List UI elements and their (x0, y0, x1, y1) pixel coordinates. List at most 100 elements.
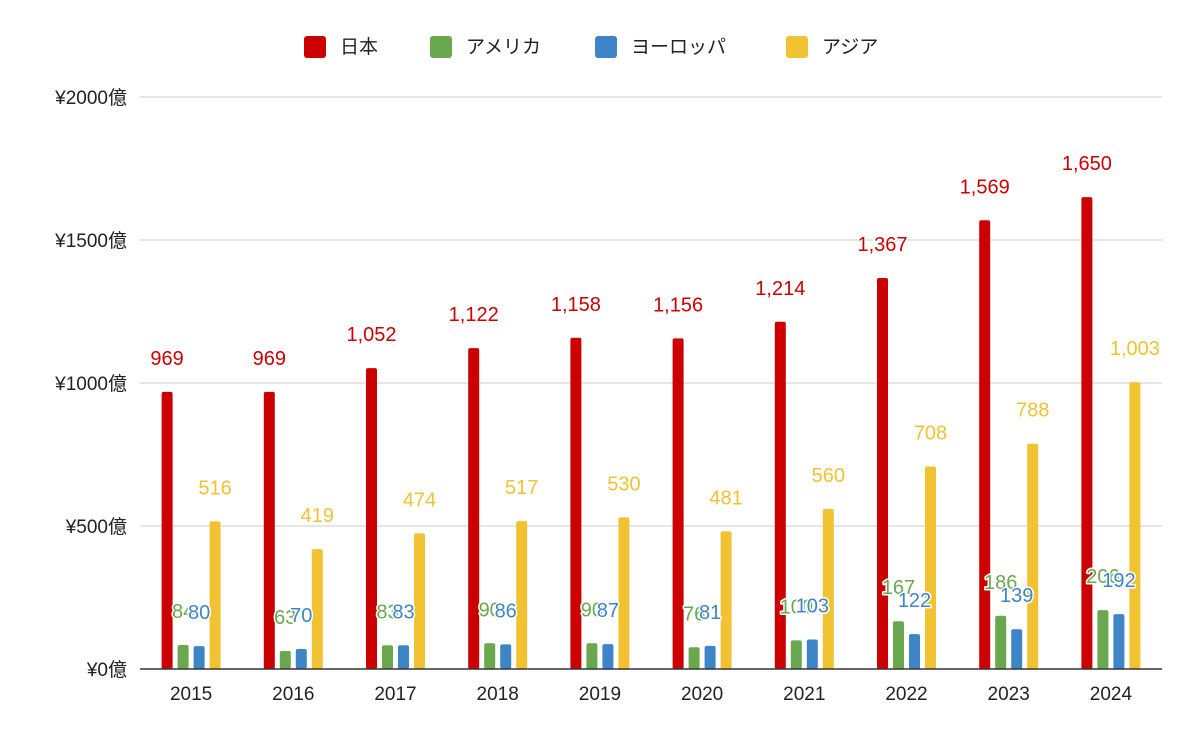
bar (979, 220, 991, 670)
data-label: 63 (274, 607, 296, 629)
bar (925, 466, 936, 669)
x-axis-tick-labels: 2015 2016 2017 2018 2019 2020 2021 2022 2023 2024 (170, 684, 1133, 705)
data-label: 708 (914, 423, 947, 445)
bar (382, 645, 393, 669)
data-label: 517 (505, 477, 538, 499)
bar (688, 647, 700, 669)
data-label: 70 (290, 605, 312, 627)
data-label: 103 (796, 596, 829, 618)
data-label: 1,122 (449, 304, 499, 326)
legend-label: アジア (822, 36, 878, 58)
data-label: 516 (198, 477, 231, 499)
legend-label: ヨーロッパ (631, 36, 726, 58)
chart-legend: 日本 アメリカ ヨーロッパ アジア (304, 36, 878, 58)
bar (1097, 610, 1109, 669)
y-tick-label: ¥0億 (86, 659, 127, 681)
bar (468, 348, 480, 669)
bar (586, 643, 598, 669)
data-label: 81 (699, 602, 721, 624)
data-label: 206 (1086, 566, 1119, 588)
data-label: 1,650 (1062, 153, 1112, 175)
data-label: 87 (597, 600, 619, 622)
data-label: 1,214 (755, 278, 805, 300)
bar (618, 517, 630, 669)
x-tick-label: 2017 (374, 684, 416, 705)
y-gridlines (140, 96, 1162, 527)
bar (414, 533, 425, 669)
legend-swatch (595, 36, 617, 58)
data-label: 969 (253, 348, 286, 370)
data-label: 1,156 (653, 294, 703, 316)
data-label: 1,003 (1110, 338, 1160, 360)
data-label: 84 (172, 601, 194, 623)
y-axis-tick-labels: ¥0億 ¥500億 ¥1000億 ¥1500億 ¥2000億 (54, 87, 127, 681)
x-tick-label: 2021 (783, 684, 825, 705)
y-tick-label: ¥2000億 (54, 87, 127, 109)
bar (672, 338, 684, 669)
legend-swatch (430, 36, 452, 58)
bar (177, 644, 189, 669)
data-label: 122 (898, 590, 931, 612)
data-label: 83 (392, 601, 414, 623)
data-label: 100 (780, 596, 813, 618)
data-label: 167 (882, 577, 915, 599)
data-label: 481 (709, 487, 742, 509)
data-label: 969 (150, 348, 183, 370)
x-tick-label: 2020 (681, 684, 723, 705)
bar (877, 278, 888, 669)
y-tick-label: ¥500億 (65, 516, 127, 538)
x-tick-label: 2015 (170, 684, 212, 705)
data-label: 1,367 (857, 234, 907, 256)
bar (295, 648, 307, 669)
bar (1027, 443, 1039, 669)
data-label: 530 (607, 473, 640, 495)
data-label: 90 (479, 599, 501, 621)
bar (193, 646, 205, 669)
bar (806, 639, 818, 669)
data-label: 83 (376, 601, 398, 623)
data-label: 1,569 (960, 176, 1010, 198)
data-label: 80 (188, 602, 210, 624)
data-label: 139 (1000, 585, 1033, 607)
bars (161, 197, 1141, 670)
bar (720, 531, 732, 669)
bar (570, 337, 582, 669)
bar (1129, 382, 1141, 669)
bar (516, 521, 528, 669)
x-tick-label: 2016 (272, 684, 314, 705)
legend-label: アメリカ (466, 36, 541, 58)
bar (263, 391, 275, 669)
x-tick-label: 2018 (477, 684, 519, 705)
bar (1113, 614, 1125, 669)
bar (366, 368, 377, 669)
y-tick-label: ¥1000億 (54, 373, 127, 395)
data-labels: 969848051696963704191,05283834741,122908… (149, 152, 1162, 631)
bar (774, 321, 786, 669)
bar (484, 643, 496, 669)
y-tick-label: ¥1500億 (54, 230, 127, 252)
bar (209, 521, 221, 669)
bar (909, 634, 920, 669)
bar (1011, 629, 1023, 669)
bar (1081, 197, 1093, 669)
legend-swatch (304, 36, 326, 58)
bar (161, 391, 173, 669)
bar (500, 644, 512, 669)
bar (398, 645, 409, 669)
data-label: 186 (984, 572, 1017, 594)
data-label: 76 (683, 603, 705, 625)
bar (822, 508, 834, 669)
data-label: 1,158 (551, 294, 601, 316)
x-tick-label: 2023 (988, 684, 1030, 705)
bar (995, 615, 1007, 669)
data-label: 192 (1102, 570, 1135, 592)
bar (602, 644, 614, 669)
legend-label: 日本 (340, 36, 378, 58)
data-label: 86 (495, 600, 517, 622)
data-label: 1,052 (346, 324, 396, 346)
bar (893, 621, 904, 669)
data-label: 474 (403, 489, 436, 511)
x-tick-label: 2024 (1090, 684, 1133, 705)
data-label: 90 (581, 599, 603, 621)
